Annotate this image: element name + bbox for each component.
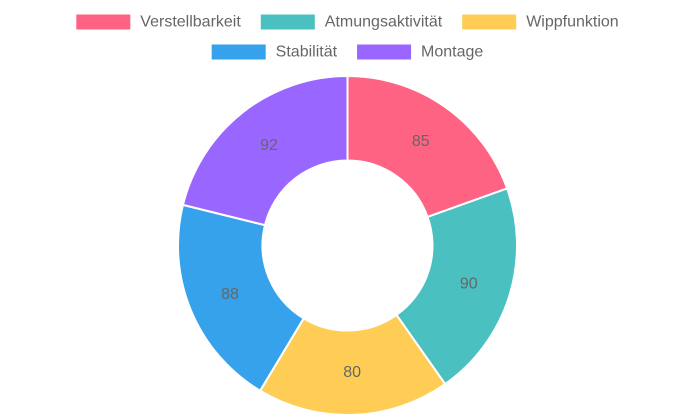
slice-value-label: 88 [221,286,239,303]
legend-item-4[interactable]: Stabilität [211,44,338,61]
legend-swatch [211,44,266,60]
legend-label: Verstellbarkeit [140,14,241,31]
slice-value-label: 90 [460,275,478,292]
legend-swatch [76,14,131,30]
slice-5[interactable] [181,75,349,227]
slices [177,75,518,416]
slice-value-label: 92 [260,137,278,154]
legend-swatch [357,44,412,60]
slice-1[interactable] [346,75,509,218]
legend-label: Montage [421,44,483,61]
legend-label: Atmungsaktivität [325,14,443,31]
legend-swatch [260,14,315,30]
legend-swatch [462,14,517,30]
slice-4[interactable] [177,203,305,392]
legend-label: Wippfunktion [526,14,619,31]
slice-value-label: 85 [412,133,430,150]
legend-item-5[interactable]: Montage [357,44,483,61]
legend-label: Stabilität [276,44,338,61]
legend-item-3[interactable]: Wippfunktion [462,14,619,31]
legend: Verstellbarkeit Atmungsaktivität Wippfunkt… [76,14,619,61]
legend-item-1[interactable]: Verstellbarkeit [76,14,241,31]
slice-value-label: 80 [343,364,361,381]
data-labels: 85 90 80 88 92 [221,133,478,381]
slice-3[interactable] [259,313,447,416]
slice-2[interactable] [395,187,518,386]
legend-item-2[interactable]: Atmungsaktivität [260,14,443,31]
